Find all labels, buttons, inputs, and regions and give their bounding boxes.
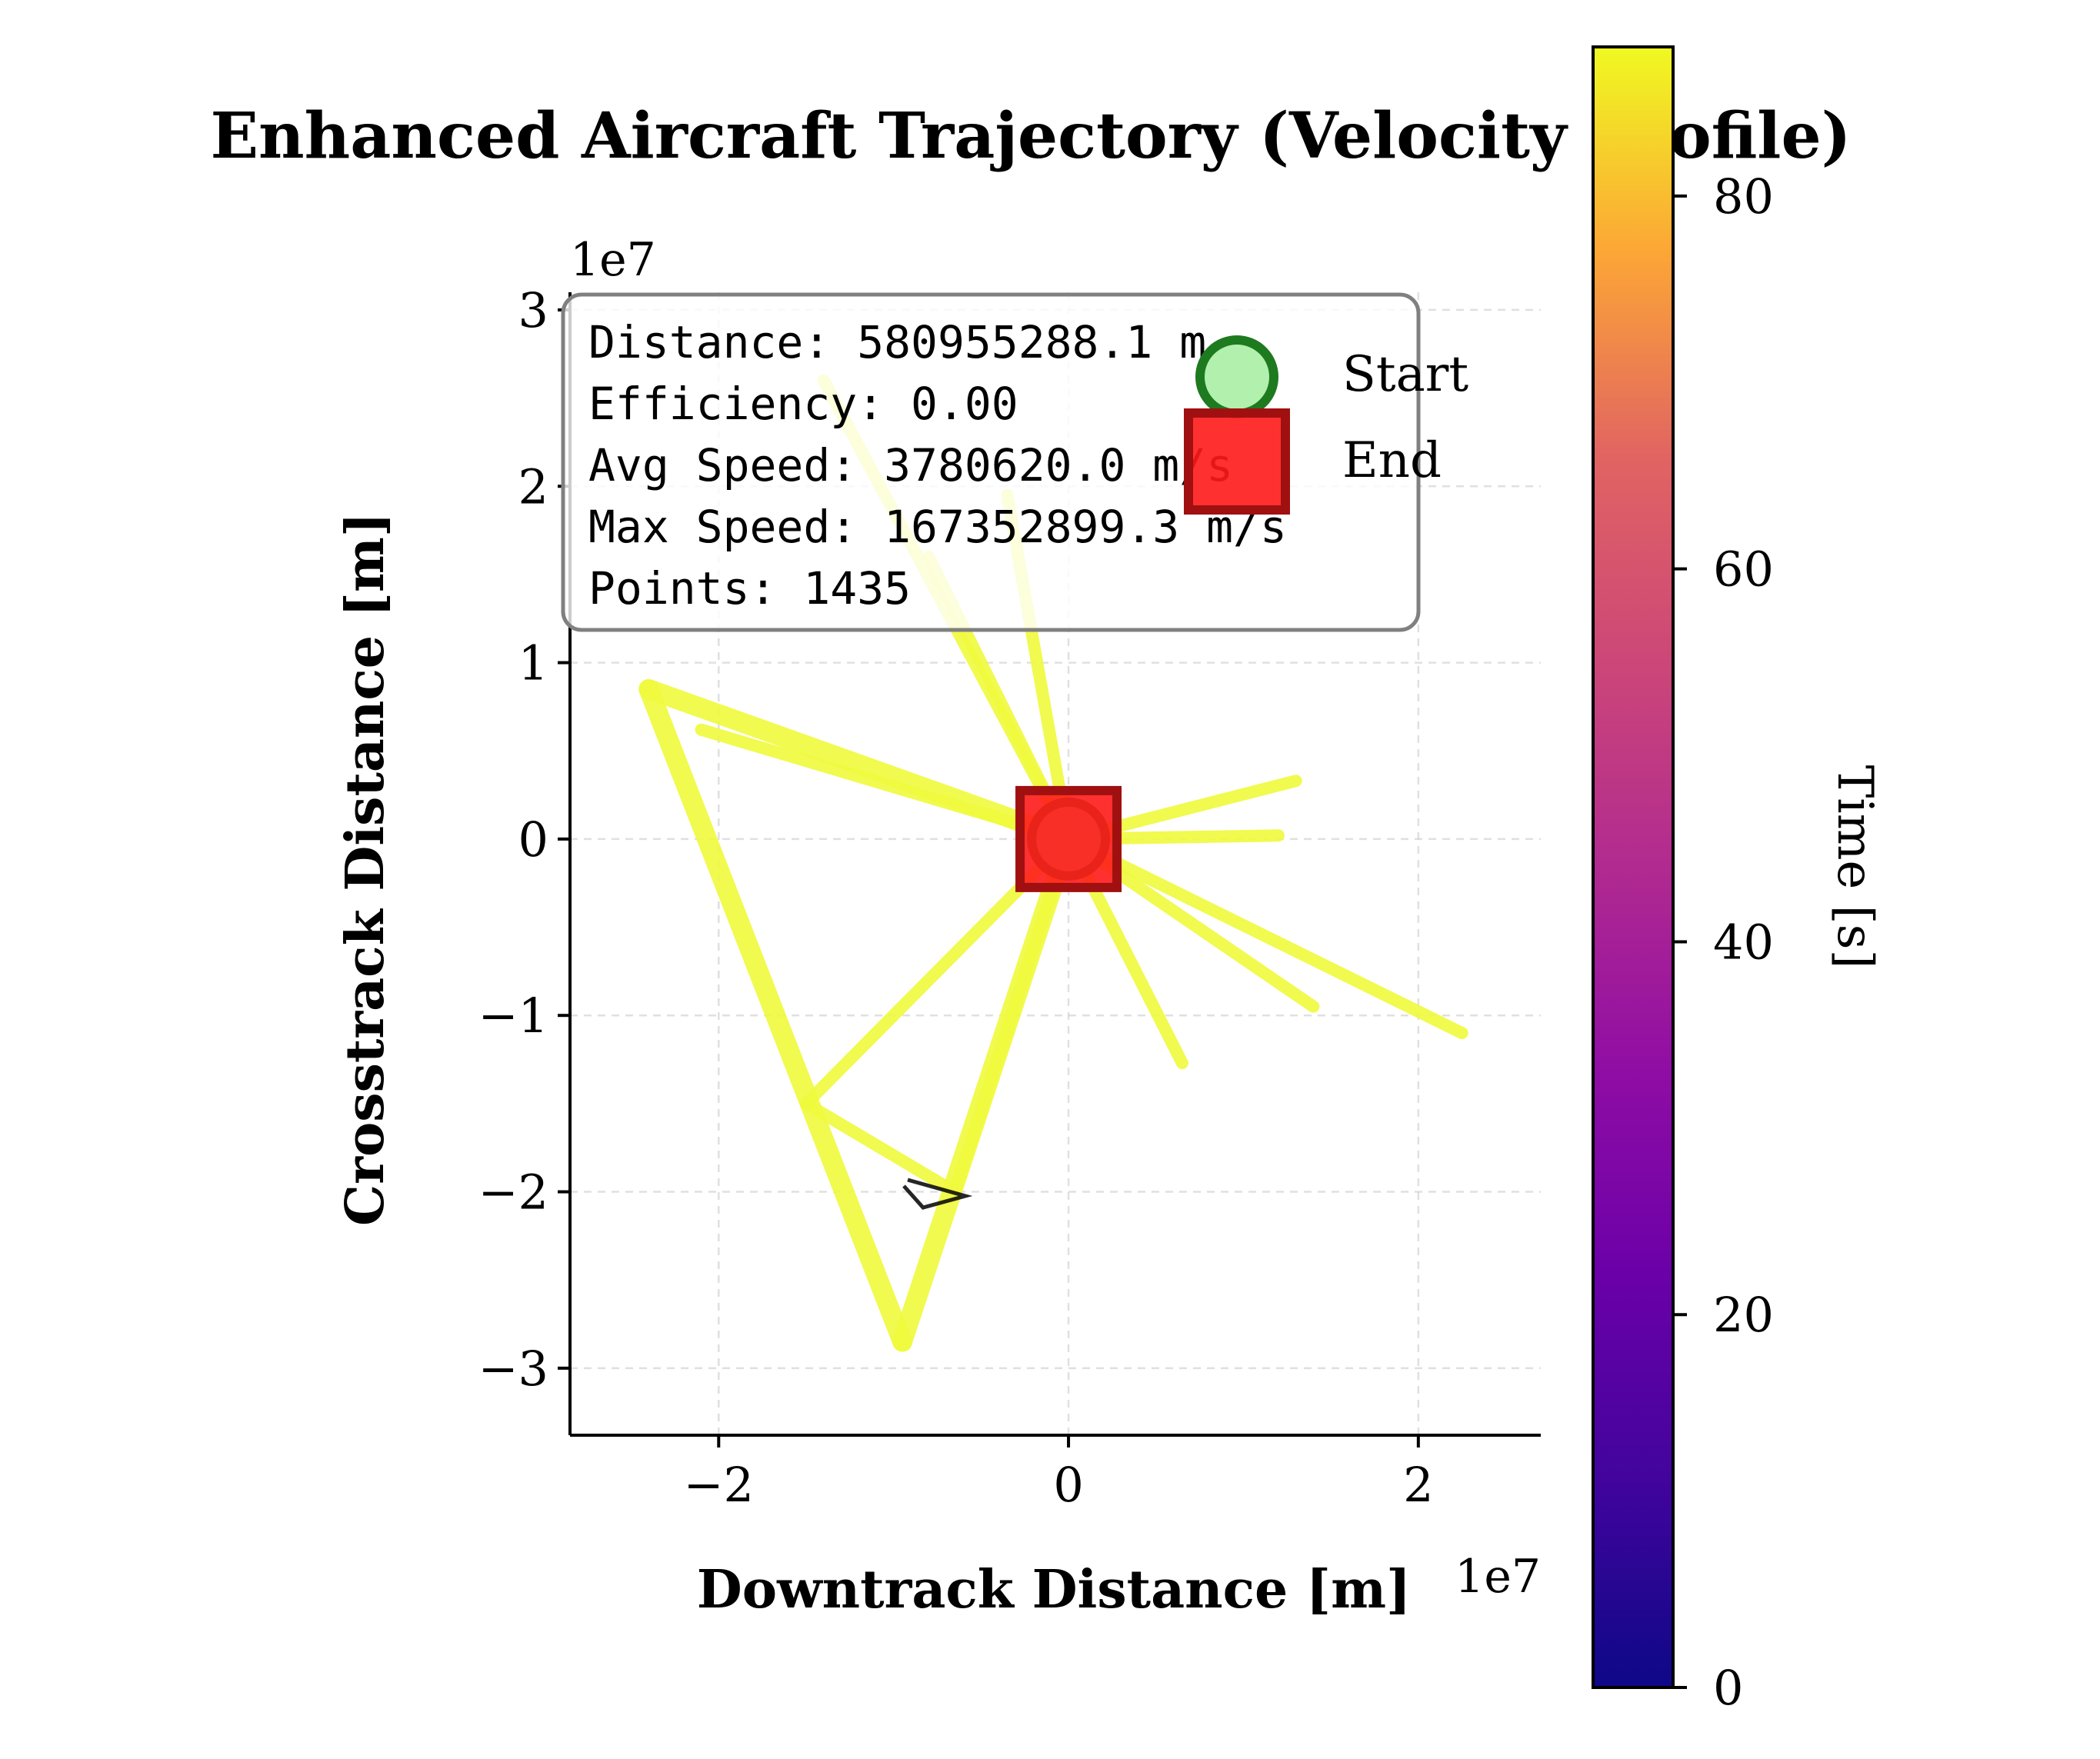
y-tick-label: 0: [518, 811, 548, 868]
y-tick-label: 1: [518, 635, 548, 691]
legend-end-swatch: [1184, 408, 1290, 515]
stats-box: Distance: 580955288.1 m Efficiency: 0.00 A…: [561, 292, 1421, 632]
y-tick-label: −3: [478, 1341, 548, 1397]
y-axis-ticks: −3 −2 −1 0 1 2 3: [478, 282, 570, 1397]
colorbar-gradient: [1592, 45, 1675, 1689]
colorbar-tick-label: 20: [1713, 1287, 1774, 1343]
y-tick-label: 2: [518, 458, 548, 515]
colorbar-label: Time [s]: [1826, 765, 1883, 969]
x-axis-ticks: −2 0 2: [684, 1435, 1434, 1513]
trajectory-segment: [1062, 832, 1468, 1040]
x-tick-label: 0: [1053, 1457, 1083, 1513]
y-tick-label: −1: [478, 988, 548, 1044]
chart-title: Enhanced Aircraft Trajectory (Velocity P…: [211, 99, 1852, 173]
stats-line: Avg Speed: 3780620.0 m/s: [588, 439, 1233, 491]
legend-start-label: Start: [1342, 346, 1468, 403]
stats-line: Max Speed: 167352899.3 m/s: [588, 501, 1287, 553]
stats-line: Points: 1435: [588, 562, 911, 615]
legend: Start End: [1184, 335, 1468, 515]
y-axis-label: Crosstrack Distance [m]: [335, 512, 396, 1226]
stats-line: Efficiency: 0.00: [588, 378, 1018, 430]
x-offset-label: 1e7: [1455, 1550, 1541, 1604]
colorbar-ticks: 0 20 40 60 80: [1673, 168, 1774, 1716]
colorbar-tick-label: 40: [1713, 914, 1774, 970]
colorbar-tick-label: 0: [1713, 1660, 1743, 1716]
direction-arrow-icon: [902, 1178, 973, 1210]
legend-start-swatch: [1195, 335, 1278, 418]
y-tick-label: −2: [478, 1164, 548, 1221]
stats-line: Distance: 580955288.1 m: [588, 316, 1206, 368]
y-offset-label: 1e7: [570, 233, 656, 287]
colorbar: 0 20 40 60 80 Time [s]: [1592, 45, 1883, 1716]
legend-end-label: End: [1342, 432, 1442, 489]
x-axis-label: Downtrack Distance [m]: [697, 1559, 1411, 1621]
x-tick-label: −2: [684, 1457, 754, 1513]
trajectory-segment: [638, 678, 913, 1352]
y-tick-label: 3: [518, 282, 548, 338]
colorbar-tick-label: 80: [1713, 168, 1774, 225]
x-tick-label: 2: [1403, 1457, 1433, 1513]
trajectory-segment: [948, 832, 1075, 1198]
end-marker: [1015, 785, 1122, 892]
colorbar-tick-label: 60: [1713, 541, 1774, 598]
trajectory-segment: [695, 723, 1075, 845]
trajectory-segment: [799, 1097, 962, 1198]
